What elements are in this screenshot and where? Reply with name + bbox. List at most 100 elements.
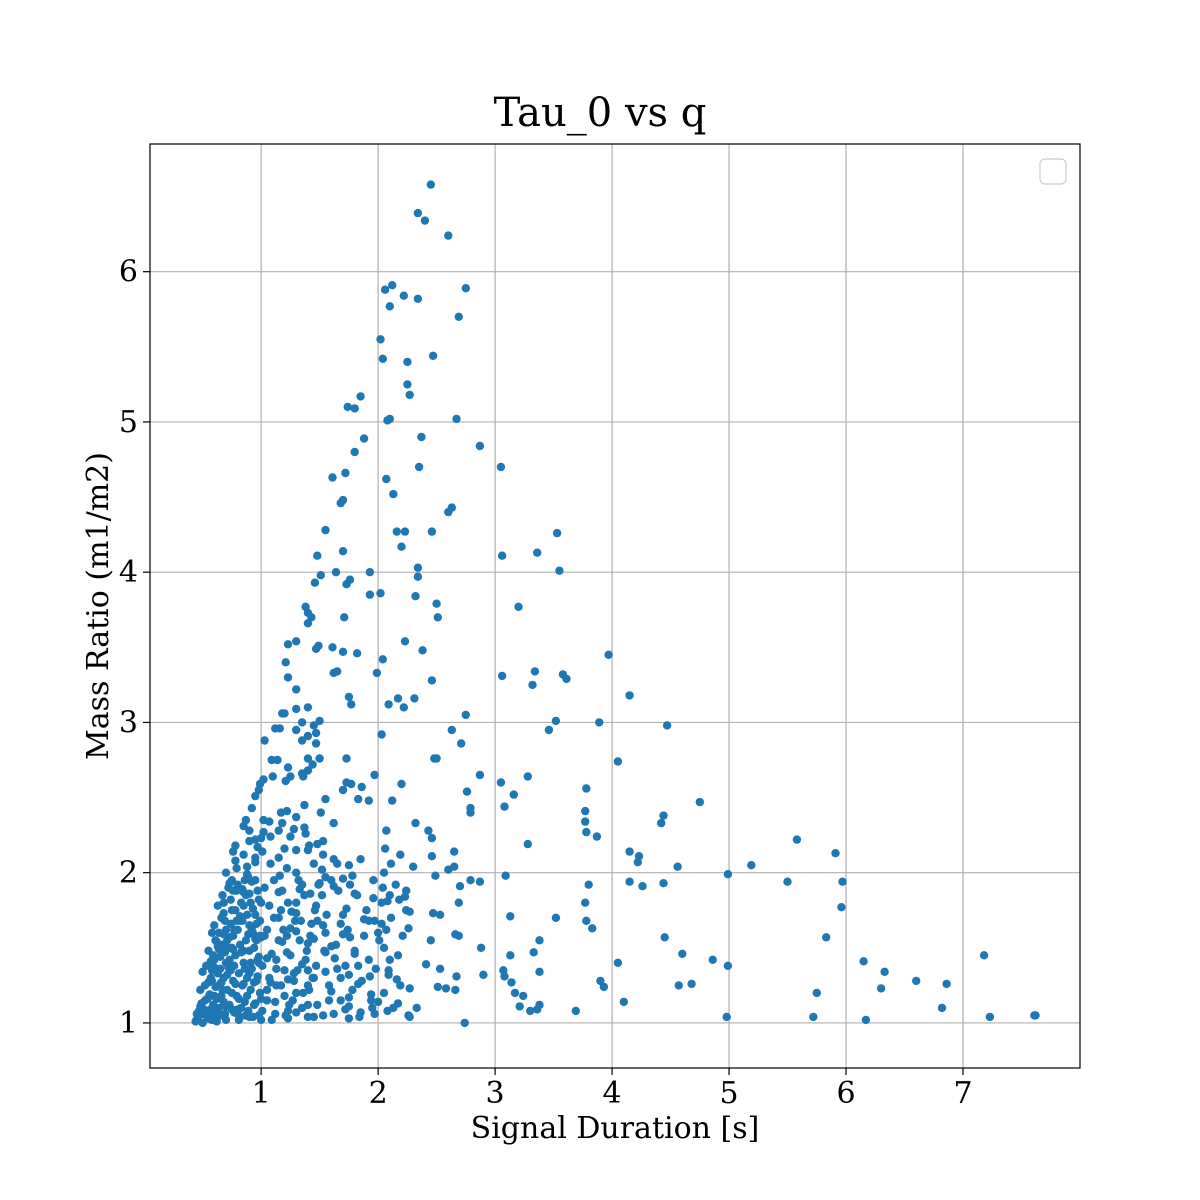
- data-point: [604, 650, 613, 659]
- data-point: [344, 970, 354, 979]
- data-point: [221, 868, 231, 877]
- data-point: [301, 829, 310, 838]
- data-point: [386, 859, 396, 868]
- data-point: [347, 779, 356, 789]
- data-point: [292, 988, 301, 998]
- data-point: [350, 404, 359, 413]
- data-point: [352, 649, 362, 658]
- data-point: [352, 891, 362, 900]
- data-point: [431, 871, 440, 880]
- data-point: [364, 955, 373, 964]
- data-point: [321, 525, 330, 535]
- data-point: [220, 916, 230, 925]
- data-point: [588, 924, 597, 933]
- data-point: [228, 847, 238, 856]
- data-point: [496, 462, 506, 472]
- data-point: [292, 812, 301, 822]
- data-point: [625, 847, 634, 856]
- data-point: [328, 473, 337, 482]
- data-point: [404, 924, 413, 933]
- data-point: [276, 906, 286, 915]
- data-point: [384, 700, 393, 709]
- data-point: [198, 1018, 207, 1028]
- data-point: [373, 997, 383, 1007]
- data-point: [297, 736, 307, 745]
- grid-lines: [150, 144, 1080, 1068]
- data-point: [501, 871, 510, 880]
- data-point: [859, 957, 868, 966]
- data-point: [413, 294, 423, 303]
- data-point: [433, 613, 442, 622]
- data-point: [708, 955, 717, 964]
- data-point: [334, 886, 343, 895]
- data-point: [581, 806, 590, 816]
- data-point: [657, 818, 666, 828]
- data-point: [581, 898, 590, 907]
- data-point: [218, 891, 227, 900]
- data-point: [792, 835, 802, 844]
- data-point: [251, 858, 260, 867]
- data-point: [330, 954, 339, 963]
- data-point: [837, 903, 846, 912]
- data-point: [230, 961, 239, 970]
- data-point: [300, 800, 309, 810]
- data-point: [317, 891, 327, 900]
- data-point: [251, 999, 260, 1008]
- y-tick-label: 2: [119, 856, 138, 891]
- data-point: [638, 882, 647, 891]
- data-point: [315, 754, 324, 763]
- y-tick-label: 1: [119, 1006, 138, 1041]
- data-point: [372, 668, 382, 678]
- data-point: [411, 818, 420, 828]
- data-point: [207, 976, 217, 986]
- data-point: [619, 997, 628, 1007]
- data-point: [324, 996, 334, 1005]
- data-point: [295, 936, 304, 945]
- data-point: [331, 940, 341, 949]
- data-point: [427, 527, 437, 536]
- data-point: [322, 910, 331, 919]
- data-point: [427, 852, 437, 861]
- data-point: [318, 1011, 328, 1020]
- x-tick-label: 4: [603, 1076, 622, 1111]
- data-point: [336, 919, 345, 928]
- data-point: [435, 910, 445, 919]
- data-point: [321, 967, 330, 976]
- data-point: [625, 691, 634, 700]
- data-point: [258, 1006, 267, 1016]
- data-point: [350, 447, 359, 457]
- data-point: [660, 933, 669, 942]
- data-point: [809, 1012, 818, 1022]
- data-point: [385, 302, 394, 311]
- data-point: [333, 964, 342, 973]
- data-point: [247, 803, 256, 813]
- data-point: [529, 948, 538, 957]
- data-point: [224, 883, 233, 892]
- data-point: [364, 916, 373, 925]
- data-point: [246, 958, 255, 967]
- data-point: [292, 927, 301, 936]
- data-point: [297, 1003, 307, 1013]
- data-point: [198, 967, 207, 976]
- data-point: [674, 981, 683, 990]
- data-point: [405, 390, 414, 400]
- x-axis-ticks: 1 2 3 4 5 6 7: [252, 1068, 973, 1111]
- data-point: [211, 1006, 220, 1016]
- data-point: [203, 994, 212, 1004]
- data-point: [282, 864, 292, 873]
- data-point: [414, 462, 424, 472]
- data-point: [397, 779, 406, 789]
- data-point: [379, 868, 389, 877]
- data-point: [217, 978, 226, 987]
- data-point: [678, 949, 687, 958]
- data-point: [227, 876, 237, 885]
- data-point: [286, 951, 295, 960]
- data-point: [303, 939, 313, 948]
- data-point: [357, 976, 366, 986]
- data-point: [399, 291, 408, 300]
- data-point: [377, 898, 386, 907]
- data-point: [242, 991, 252, 1001]
- data-point: [252, 936, 261, 945]
- data-point: [280, 991, 289, 1001]
- data-point: [533, 548, 542, 557]
